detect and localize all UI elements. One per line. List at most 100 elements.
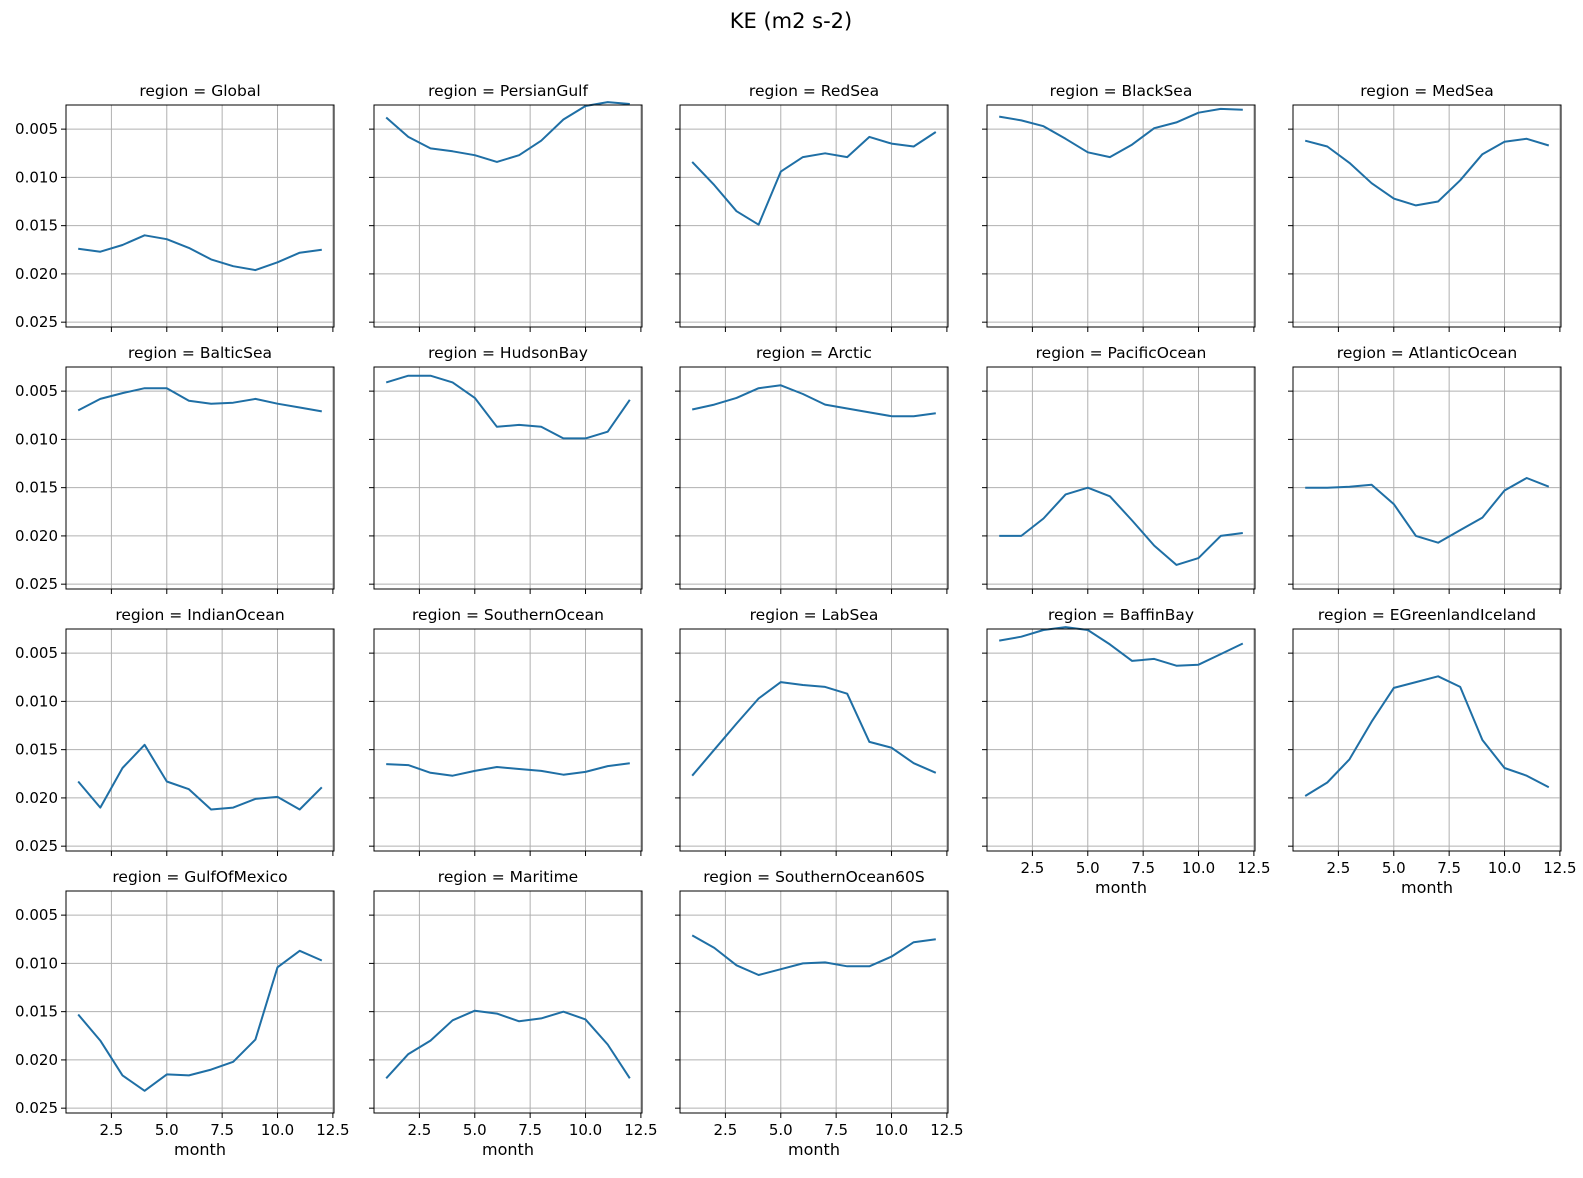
x-tick-label: 2.5 [1020,859,1044,877]
panel-redsea: region = RedSea [675,82,949,332]
axes-frame [65,104,335,328]
x-tick-label: 12.5 [624,1121,657,1139]
panel-arctic: region = Arctic [675,344,949,594]
axes-frame [1292,628,1562,852]
panel-title: region = Arctic [756,344,872,362]
panel-indianocean: 0.005 0.010 0.015 0.020 0.025 region = Indian… [15,606,335,856]
series-line [385,374,631,440]
series-line [999,486,1243,566]
x-axis-label: month [788,1140,840,1159]
panel-title: region = PersianGulf [428,82,588,100]
y-tick-label: 0.010 [15,954,58,972]
series-line [78,234,322,272]
panel-title: region = RedSea [749,82,879,100]
x-tick-label: 7.5 [1437,859,1461,877]
y-tick-label: 0.015 [15,1003,58,1021]
x-tick-label: 2.5 [1326,859,1350,877]
panel-balticsea: 0.005 0.010 0.015 0.020 0.025 region = Baltic… [15,344,335,594]
panel-title: region = BaffinBay [1048,606,1194,624]
y-tick-label: 0.025 [15,837,58,855]
x-tick-label: 5.0 [463,1121,487,1139]
panel-gulfofmexico: 2.5 5.0 7.5 10.0 12.5 0.005 0.010 0.015 0.020 0.0… [15,868,350,1159]
x-tick-label: 5.0 [1076,859,1100,877]
panel-title: region = IndianOcean [115,606,284,624]
x-tick-label: 12.5 [930,1121,963,1139]
x-tick-label: 7.5 [824,1121,848,1139]
x-tick-label: 5.0 [155,1121,179,1139]
axes-frame [679,104,949,328]
y-tick-label: 0.025 [15,1099,58,1117]
x-tick-label: 10.0 [261,1121,294,1139]
y-tick-label: 0.005 [15,120,58,138]
y-tick-label: 0.025 [15,313,58,331]
y-tick-label: 0.015 [15,741,58,759]
x-tick-label: 10.0 [1182,859,1215,877]
series-line [691,131,937,226]
series-line [691,384,936,418]
y-tick-label: 0.020 [15,265,58,283]
panel-title: region = AtlanticOcean [1337,344,1517,362]
axes-frame [1292,104,1562,328]
panel-title: region = Maritime [438,868,578,886]
panel-hudsonbay: region = HudsonBay [369,344,643,594]
panel-title: region = SouthernOcean [412,606,604,624]
panel-global: 0.005 0.010 0.015 0.020 0.025 region = Global [15,82,335,332]
y-tick-label: 0.015 [15,479,58,497]
series-line [77,387,322,413]
panel-southernocean: region = SouthernOcean [369,606,643,856]
y-tick-label: 0.020 [15,1051,58,1069]
panel-persiangulf: region = PersianGulf [369,82,643,332]
panel-grid: 0.005 0.010 0.015 0.020 0.025 region = Global… [15,82,1577,1159]
y-tick-label: 0.005 [15,382,58,400]
panel-southernocean60s: 2.5 5.0 7.5 10.0 12.5 region = SouthernOcean6… [675,868,964,1159]
panel-baffinbay: 2.5 5.0 7.5 10.0 12.5 region = BaffinBay month [982,606,1271,897]
x-tick-label: 12.5 [1543,859,1576,877]
x-tick-label: 2.5 [99,1121,123,1139]
series-line [1304,137,1550,207]
series-line [77,949,323,1092]
axes-frame [65,628,335,852]
axes-frame [679,366,949,590]
x-tick-label: 7.5 [518,1121,542,1139]
series-line [999,107,1243,159]
x-tick-label: 5.0 [1382,859,1406,877]
series-line [385,1009,631,1079]
x-axis-label: month [1095,878,1147,897]
x-tick-label: 5.0 [769,1121,793,1139]
series-line [1304,675,1550,797]
panel-labsea: region = LabSea [675,606,949,856]
y-tick-label: 0.010 [15,430,58,448]
x-tick-label: 2.5 [713,1121,737,1139]
axes-frame [373,366,643,590]
x-tick-label: 7.5 [210,1121,234,1139]
series-line [1305,477,1550,544]
axes-frame [986,104,1256,328]
panel-title: region = MedSea [1360,82,1493,100]
panel-title: region = LabSea [750,606,879,624]
panel-title: region = HudsonBay [428,344,588,362]
series-line [386,762,630,777]
y-tick-label: 0.015 [15,217,58,235]
axes-frame [373,628,643,852]
panel-title: region = BlackSea [1050,82,1193,100]
axes-frame [373,890,643,1114]
x-tick-label: 2.5 [407,1121,431,1139]
panel-maritime: 2.5 5.0 7.5 10.0 12.5 region = Maritime month [369,868,658,1159]
axes-frame [1292,366,1562,590]
axes-frame [65,890,335,1114]
series-line [77,743,323,811]
panel-title: region = SouthernOcean60S [703,868,925,886]
series-line [691,934,936,976]
panel-title: region = BalticSea [128,344,272,362]
x-tick-label: 12.5 [1237,859,1270,877]
x-axis-label: month [482,1140,534,1159]
axes-frame [986,366,1256,590]
axes-frame [679,890,949,1114]
panel-egreenlandiceland: 2.5 5.0 7.5 10.0 12.5 region = EGreenlandIcel… [1288,606,1577,897]
y-tick-label: 0.025 [15,575,58,593]
x-tick-label: 10.0 [569,1121,602,1139]
axes-frame [986,628,1256,852]
x-axis-label: month [1401,878,1453,897]
x-axis-label: month [174,1140,226,1159]
series-line [999,626,1244,667]
